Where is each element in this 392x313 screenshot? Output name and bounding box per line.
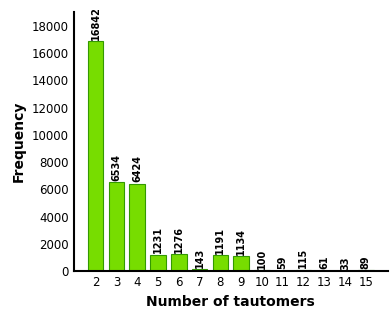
Text: 6534: 6534	[111, 154, 122, 181]
Bar	[192, 269, 207, 271]
Text: 16842: 16842	[91, 6, 101, 40]
Text: 115: 115	[298, 248, 309, 269]
Bar	[233, 256, 249, 271]
Text: 61: 61	[319, 256, 329, 269]
Text: 6424: 6424	[132, 155, 142, 182]
Text: 1276: 1276	[174, 226, 184, 253]
Text: 1191: 1191	[215, 227, 225, 254]
Text: 1134: 1134	[236, 228, 246, 254]
Text: 1231: 1231	[153, 226, 163, 253]
Text: 143: 143	[194, 248, 205, 268]
Bar	[358, 270, 374, 271]
Text: 59: 59	[278, 256, 288, 269]
Bar	[150, 254, 166, 271]
X-axis label: Number of tautomers: Number of tautomers	[146, 295, 315, 309]
Bar	[316, 270, 332, 271]
Text: 89: 89	[361, 255, 371, 269]
Text: 100: 100	[257, 249, 267, 269]
Bar	[212, 255, 228, 271]
Bar	[88, 41, 103, 271]
Bar	[254, 270, 270, 271]
Bar	[129, 184, 145, 271]
Bar	[109, 182, 124, 271]
Text: 33: 33	[340, 256, 350, 269]
Bar	[296, 270, 311, 271]
Bar	[171, 254, 187, 271]
Y-axis label: Frequency: Frequency	[12, 101, 26, 182]
